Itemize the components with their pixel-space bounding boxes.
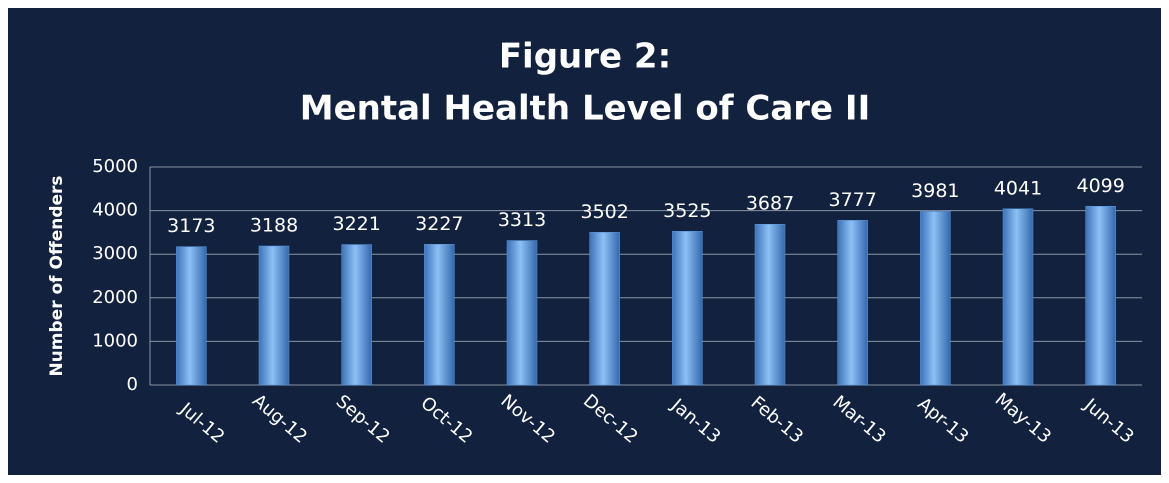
y-tick-label: 2000 [92,287,138,308]
y-tick-label: 0 [127,374,138,395]
bar [424,244,455,386]
y-tick-label: 1000 [92,330,138,351]
bar [1085,206,1116,386]
bar [341,244,372,386]
bar [258,245,290,386]
y-tick-label: 3000 [92,243,138,264]
value-label: 3313 [498,209,546,231]
bar [589,232,620,386]
value-label: 3525 [663,200,711,222]
bar [506,240,538,386]
value-label: 3502 [580,201,628,223]
value-label: 3221 [332,213,380,235]
value-label: 4099 [1076,175,1124,197]
bar [1002,208,1034,386]
bar [920,211,951,386]
y-tick-label: 4000 [92,200,138,221]
chart-title: Figure 2: [499,37,671,77]
value-label: 3227 [415,213,463,235]
chart-title: Mental Health Level of Care II [300,89,870,129]
background [8,8,1161,475]
value-label: 3173 [167,215,215,237]
value-label: 3777 [828,189,876,211]
bar [837,220,868,386]
y-axis-label: Number of Offenders [47,175,67,376]
bar [754,223,786,386]
bar [672,231,703,386]
bar [176,246,207,386]
y-tick-label: 5000 [92,156,138,177]
value-label: 4041 [994,177,1042,199]
value-label: 3188 [250,215,298,237]
value-label: 3687 [746,193,794,215]
value-label: 3981 [911,180,959,202]
